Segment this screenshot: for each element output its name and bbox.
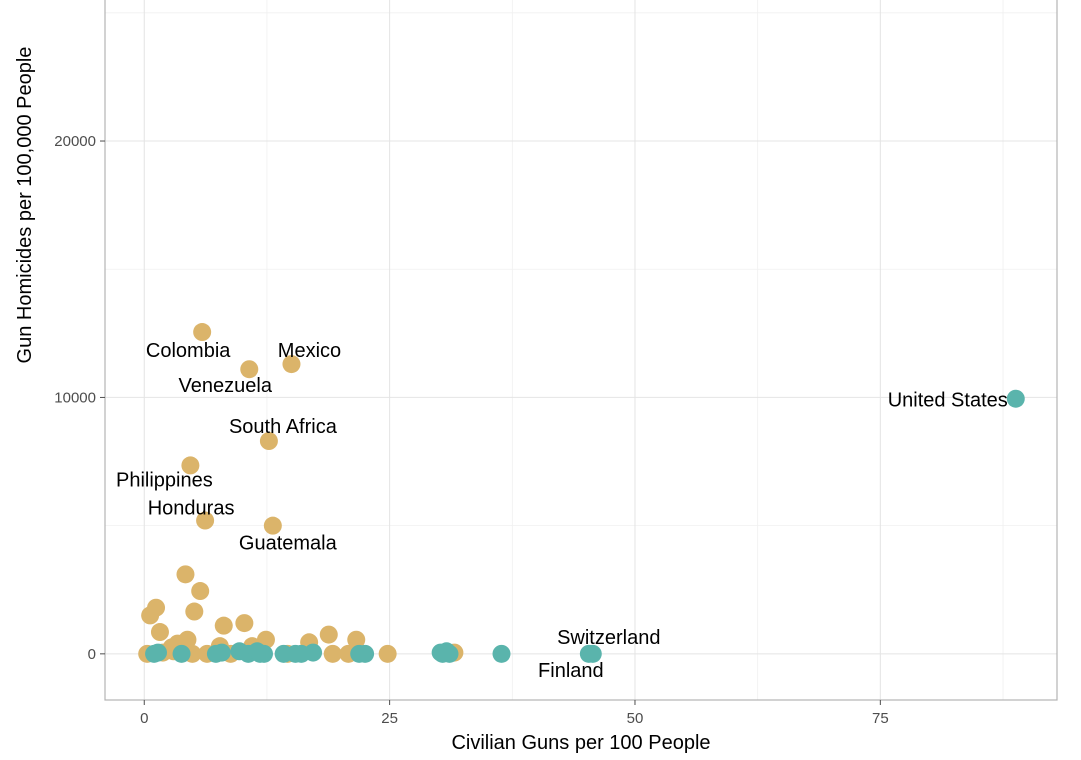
data-point (304, 643, 323, 662)
data-point (347, 630, 366, 649)
data-point (492, 644, 511, 663)
point-label: Switzerland (557, 627, 660, 649)
data-point (356, 644, 375, 663)
plot-border (104, 0, 1058, 701)
data-point (193, 323, 212, 342)
data-point (185, 602, 204, 621)
x-axis-title: Civilian Guns per 100 People (451, 732, 710, 754)
x-tick-label: 75 (872, 710, 889, 727)
data-point (214, 616, 233, 635)
data-point (181, 456, 200, 475)
data-point (150, 623, 169, 642)
point-label: Guatemala (239, 533, 338, 555)
x-tick-label: 0 (140, 710, 148, 727)
data-point (191, 582, 210, 601)
data-point (196, 511, 215, 530)
data-point (254, 644, 273, 663)
data-point (172, 644, 191, 663)
x-tick-label: 25 (381, 710, 398, 727)
x-tick-label: 50 (627, 710, 644, 727)
point-label: Mexico (278, 340, 341, 362)
data-point (259, 432, 278, 451)
data-point (148, 643, 167, 662)
point-label: Finland (538, 660, 604, 682)
data-point (240, 360, 259, 379)
point-label: Honduras (148, 498, 235, 520)
data-point (141, 606, 160, 625)
data-point (263, 516, 282, 535)
point-label: Venezuela (179, 375, 273, 397)
data-point (440, 644, 459, 663)
y-tick-label: 20000 (54, 133, 96, 150)
point-label: Colombia (146, 340, 231, 362)
data-point (282, 355, 301, 374)
data-point (235, 614, 254, 633)
data-point (323, 644, 342, 663)
point-label: South Africa (229, 416, 338, 438)
point-label: Philippines (116, 469, 213, 491)
data-point (378, 644, 397, 663)
point-label: United States (888, 390, 1008, 412)
data-point (212, 643, 231, 662)
y-axis-title: Gun Homicides per 100,000 People (14, 47, 36, 364)
data-point (176, 565, 195, 584)
y-tick-label: 0 (88, 646, 96, 663)
data-points (138, 323, 1025, 663)
plot-panel (105, 0, 1057, 700)
data-point (1006, 389, 1025, 408)
data-point (579, 644, 598, 663)
data-point (319, 625, 338, 644)
axis-ticks: 0 25 50 75 0 10000 20000 (54, 133, 888, 727)
y-tick-label: 10000 (54, 389, 96, 406)
